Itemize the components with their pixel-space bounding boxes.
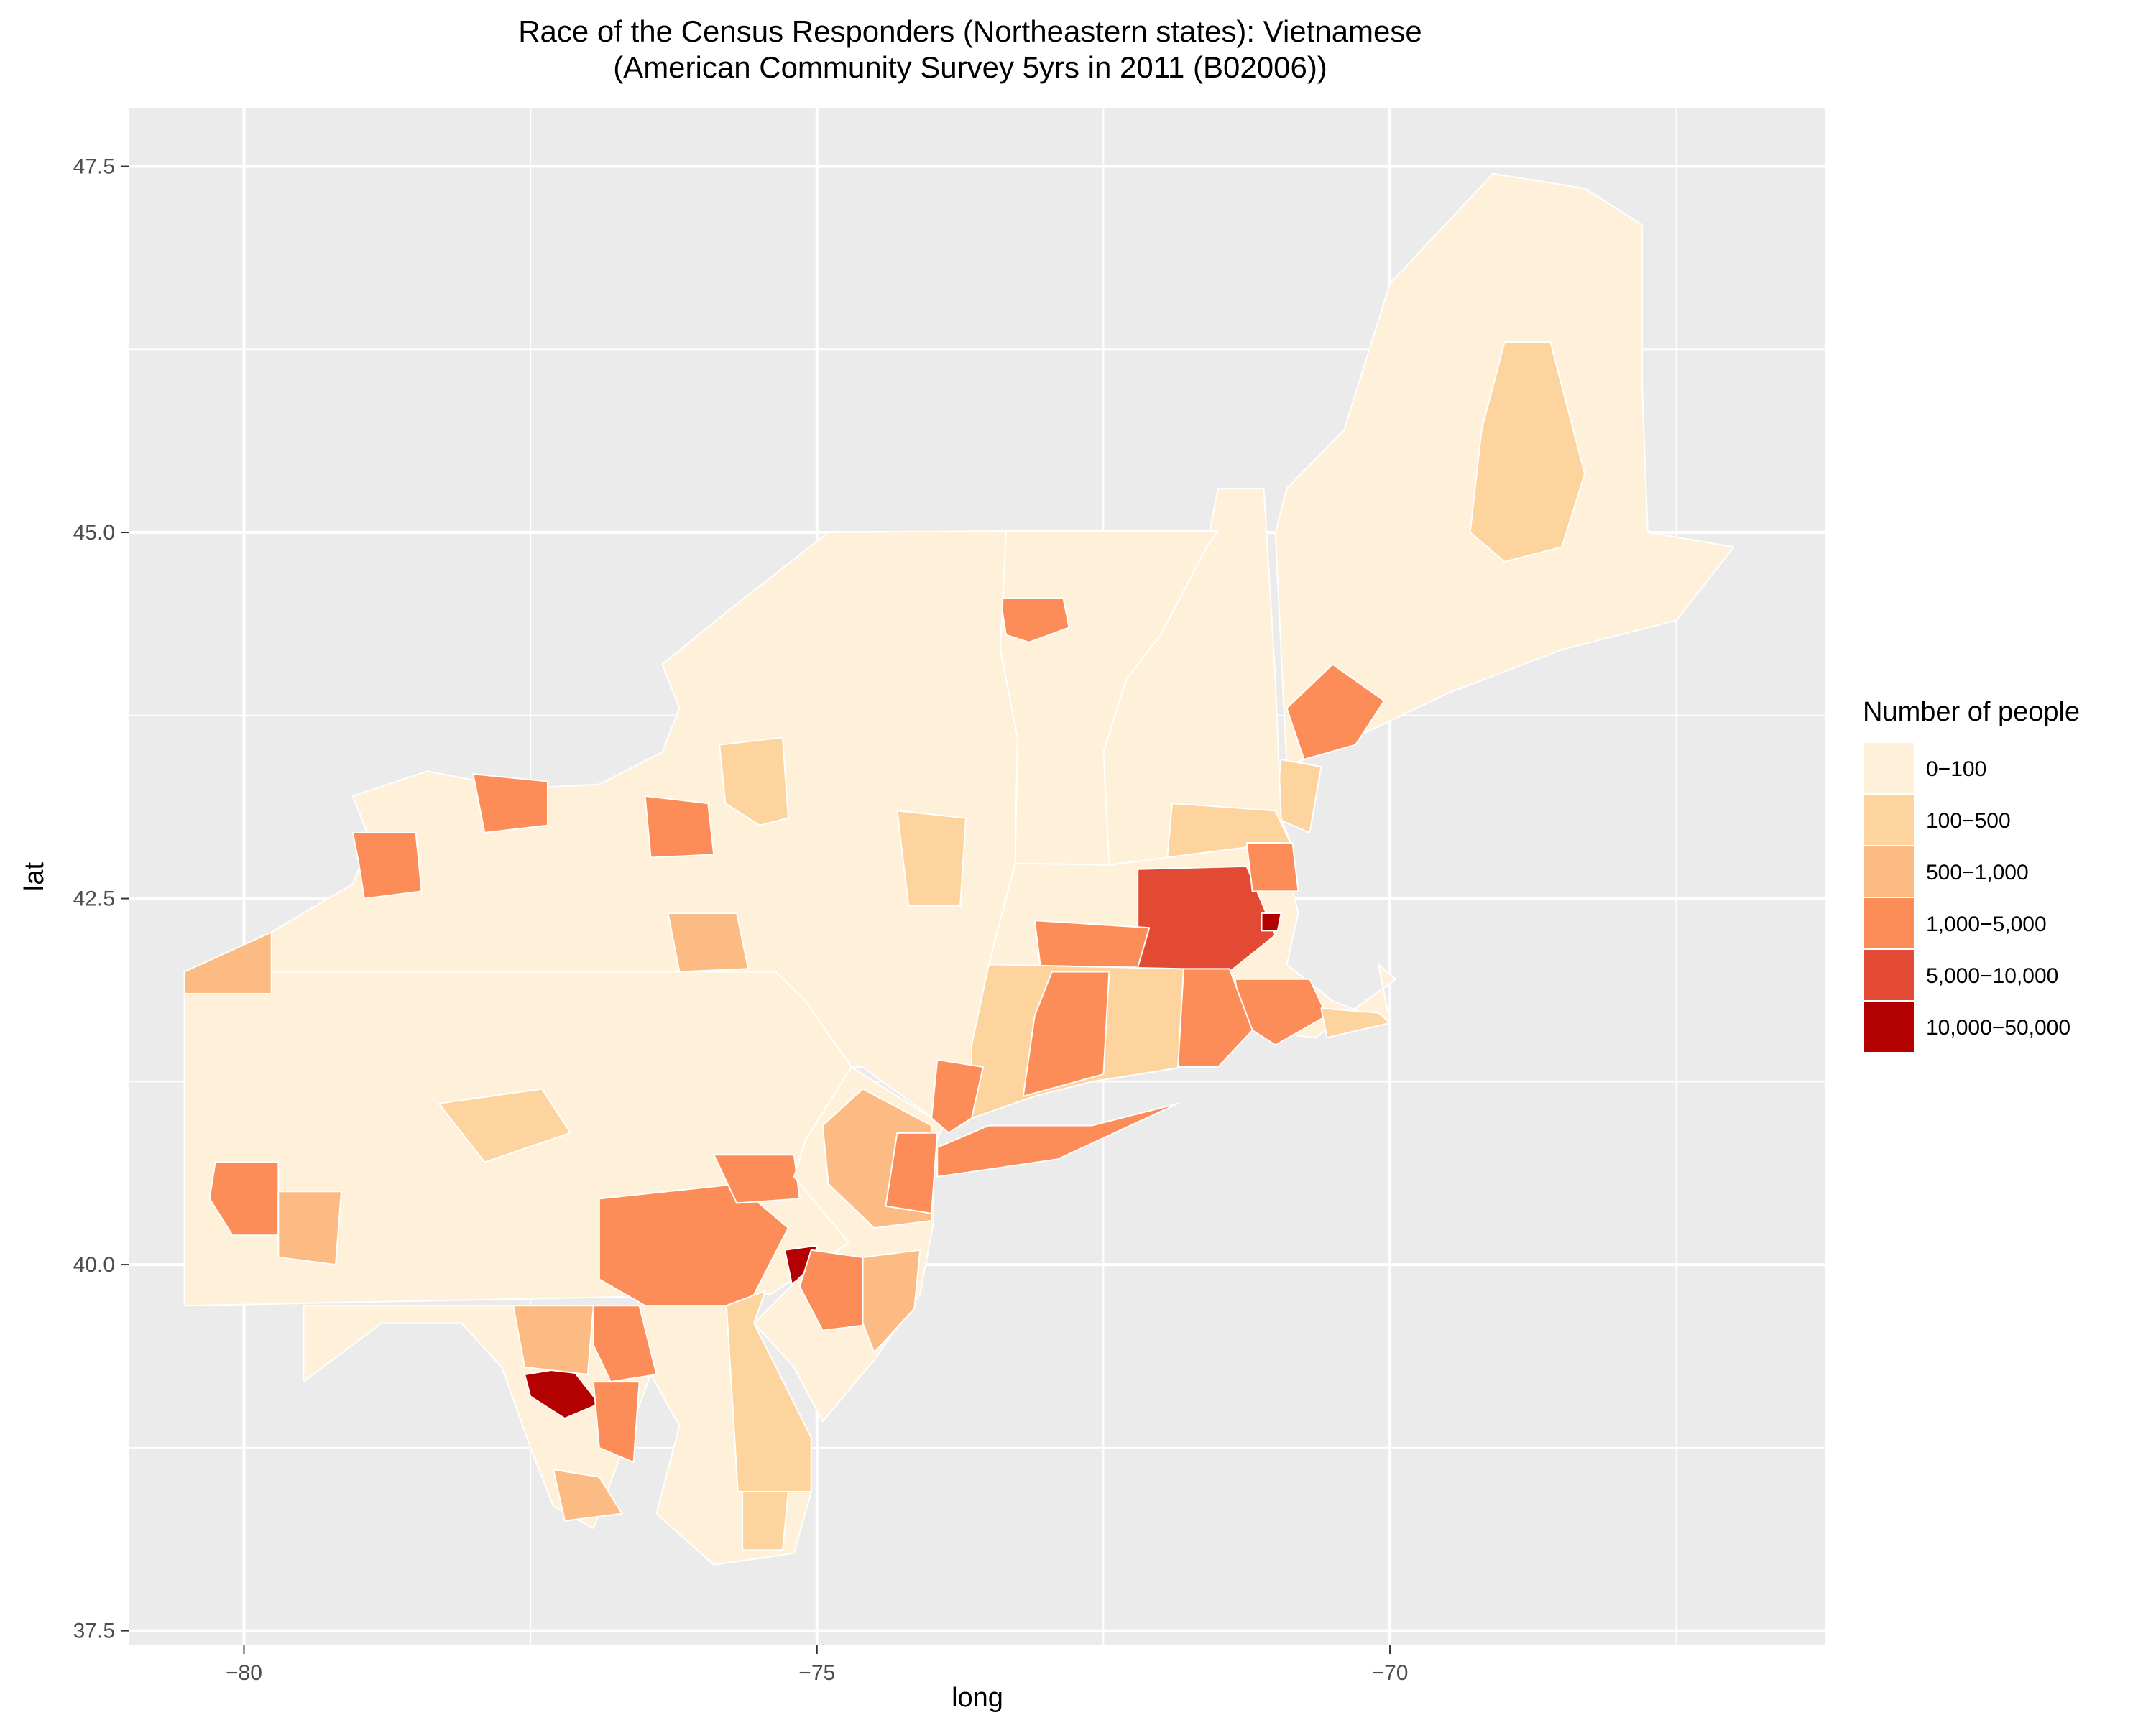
region-polygon: Barnstable MA: [1320, 1007, 1391, 1039]
map-regions: Maine (north)Penobscot / PiscataquisCumb…: [183, 172, 1735, 1566]
legend-title: Number of people: [1863, 697, 2080, 727]
legend-label: 1,000−5,000: [1926, 912, 2047, 936]
y-tick-label: 42.5: [73, 887, 115, 911]
region-polygon: Broome / Tompkins NY: [667, 912, 750, 973]
legend-label: 100−500: [1926, 809, 2011, 833]
legend-swatch: [1862, 793, 1915, 846]
region-polygon: Long Island (Nassau / Suffolk): [936, 1102, 1179, 1178]
region-polygon: Erie PA: [183, 931, 272, 994]
region-polygon: New York (upstate): [270, 530, 1018, 1127]
region-polygon: Oneida NY: [719, 736, 789, 826]
region-polygon: Bergen / Hudson / Middlesex NJ: [885, 1132, 939, 1214]
region-polygon: Chittenden VT: [999, 597, 1070, 643]
region-polygon: Burlington / Camden NJ: [798, 1249, 881, 1331]
legend-swatch: [1862, 897, 1915, 950]
y-tick-label: 37.5: [73, 1620, 115, 1643]
region-polygon: Prince George's / Anne Arundel MD: [592, 1381, 640, 1464]
x-tick-label: −80: [226, 1661, 262, 1685]
region-polygon: Penobscot / Piscataquis: [1469, 341, 1586, 563]
legend: Number of people 0−100 100−500 500−1,000 1,…: [1862, 697, 2080, 1053]
region-polygon: Allegheny PA: [208, 1161, 280, 1237]
chart-title-line-1: Race of the Census Responders (Northeast…: [518, 14, 1422, 48]
region-polygon: Hartford / New Haven CT: [1022, 971, 1110, 1097]
region-polygon: Howard / Frederick MD: [512, 1305, 594, 1375]
region-polygon: Hampden / Hampshire MA: [1033, 920, 1151, 969]
y-tick-label: 47.5: [73, 155, 115, 179]
y-axis-label: lat: [19, 861, 50, 891]
legend-swatch: [1862, 845, 1915, 898]
region-polygon: Centre PA: [438, 1088, 571, 1163]
y-axis: 37.5 40.0 42.5 45.0 47.5: [73, 155, 129, 1643]
legend-swatch: [1862, 1000, 1915, 1053]
region-polygon: Rhode Island: [1177, 968, 1253, 1068]
x-tick-label: −70: [1372, 1661, 1409, 1685]
legend-label: 5,000−10,000: [1926, 964, 2058, 988]
y-tick-label: 45.0: [73, 521, 115, 545]
region-polygon: Monroe NY: [472, 773, 548, 833]
region-polygon: Onondaga NY: [644, 795, 715, 859]
legend-swatch: [1862, 741, 1915, 795]
region-polygon: Essex MA: [1245, 842, 1299, 892]
region-polygon: Lehigh / Northampton PA: [713, 1154, 801, 1204]
x-tick-label: −75: [798, 1661, 835, 1685]
region-polygon: Delmarva counties MD: [742, 1491, 789, 1551]
legend-label: 10,000−50,000: [1926, 1016, 2070, 1040]
chart-title-line-2: (American Community Survey 5yrs in 2011 …: [613, 50, 1327, 84]
region-polygon: Charles / St. Mary's MD: [553, 1469, 623, 1522]
region-polygon: Erie NY: [351, 831, 423, 900]
legend-label: 0−100: [1926, 757, 1986, 781]
x-axis: −80 −75 −70: [226, 1645, 1408, 1685]
region-polygon: Cumberland ME: [1286, 663, 1386, 760]
region-polygon: Atlantic / Ocean NJ: [862, 1249, 921, 1354]
legend-items: 0−100 100−500 500−1,000 1,000−5,000 5,000−10…: [1862, 741, 2070, 1053]
region-polygon: Westmoreland PA: [277, 1191, 342, 1266]
region-polygon: Baltimore MD: [592, 1305, 658, 1383]
legend-label: 500−1,000: [1926, 861, 2029, 884]
region-polygon: Westchester NY: [931, 1058, 984, 1134]
region-polygon: Albany / Schenectady NY: [896, 810, 967, 907]
legend-swatch: [1862, 948, 1915, 1002]
y-tick-label: 40.0: [73, 1253, 115, 1277]
region-polygon: Suffolk MA (Boston): [1261, 912, 1282, 932]
x-axis-label: long: [952, 1683, 1003, 1713]
